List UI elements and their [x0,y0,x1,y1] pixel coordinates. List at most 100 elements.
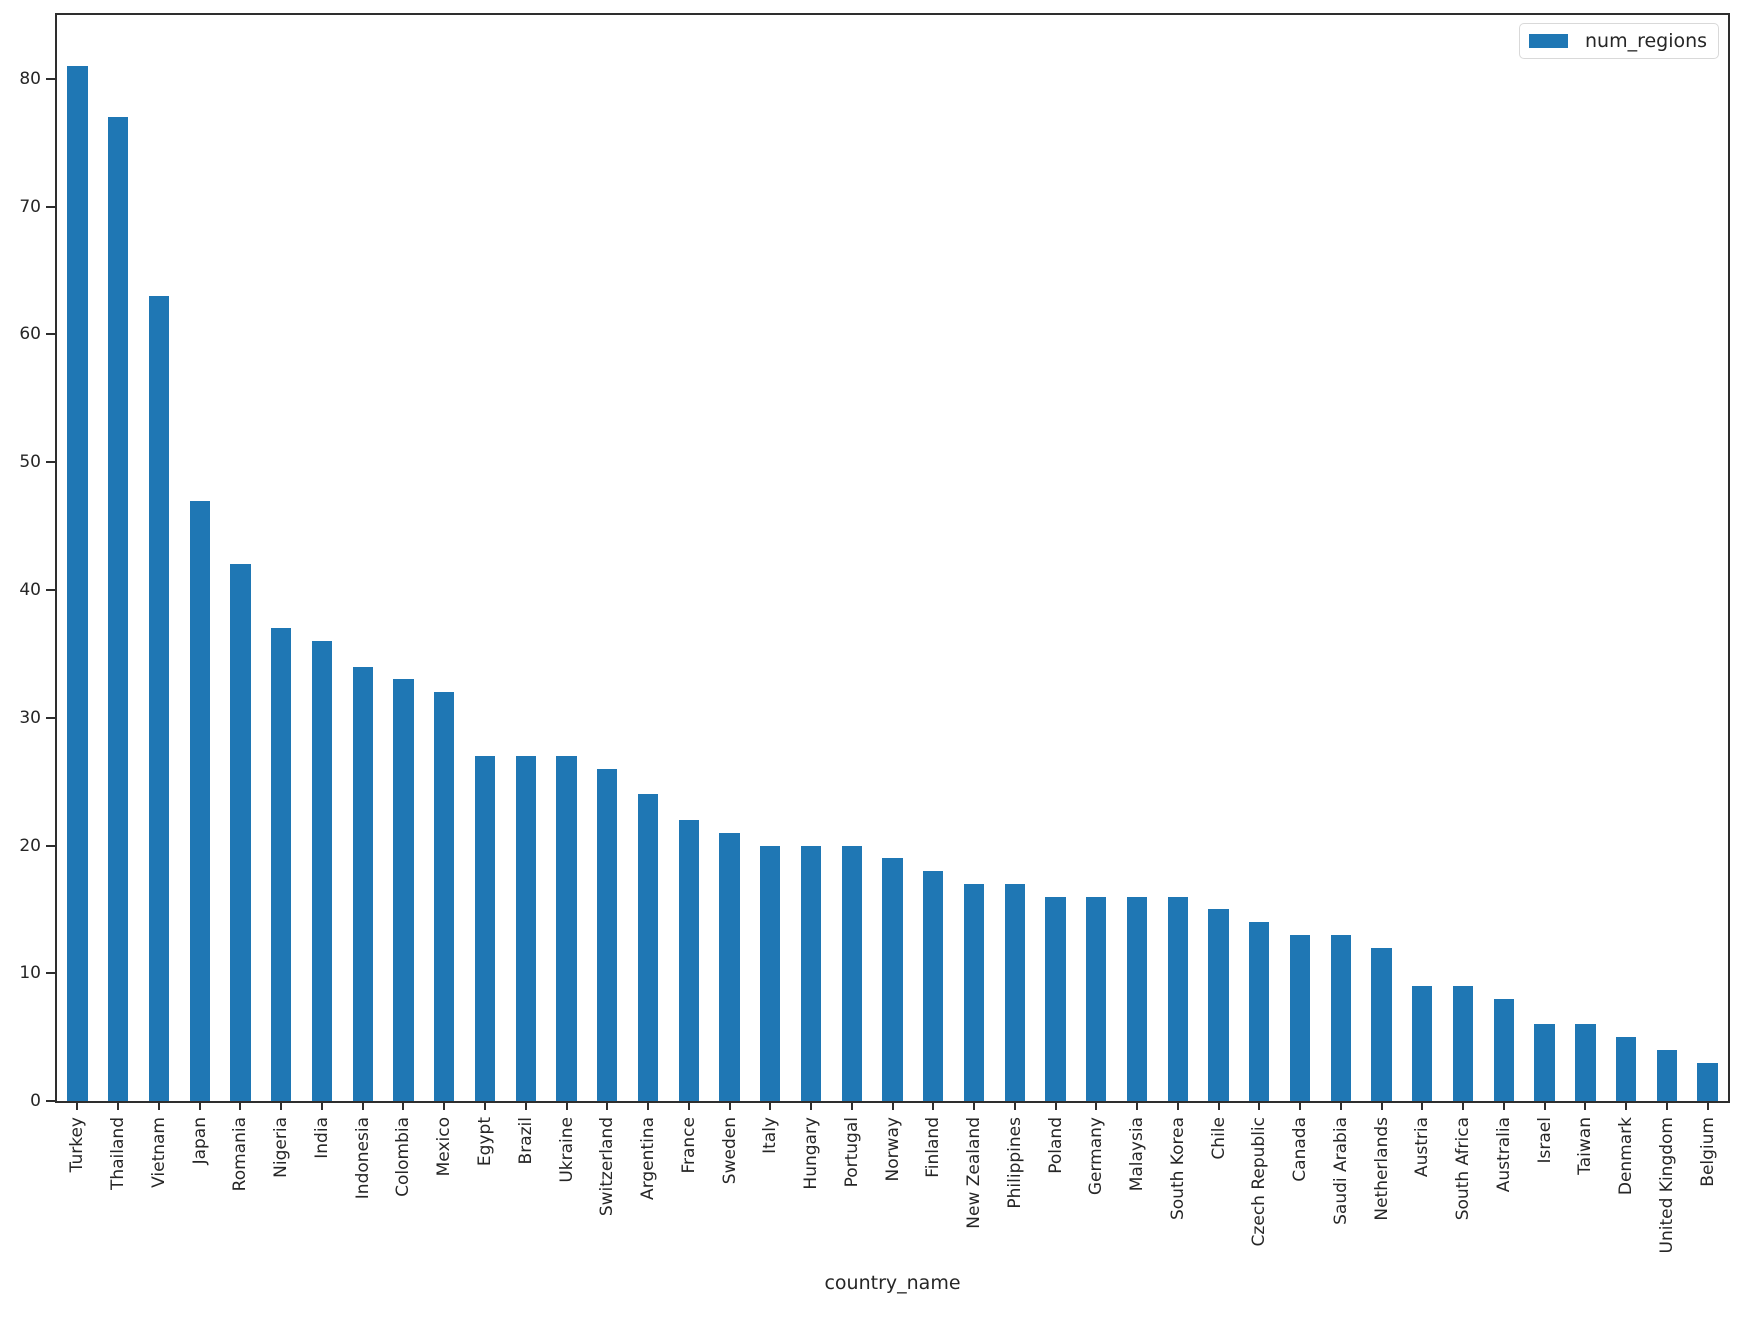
bar-new-zealand [963,883,985,1101]
x-tick-mark [1176,1101,1179,1110]
x-tick-mark [1013,1101,1016,1110]
bar-romania [230,564,251,1101]
bar-egypt [474,756,496,1101]
x-tick-label-australia: Australia [1493,1117,1514,1193]
x-tick-mark [198,1101,201,1110]
x-tick-mark [1339,1101,1342,1110]
x-tick-label-portugal: Portugal [841,1117,862,1188]
x-tick-label-indonesia: Indonesia [352,1117,373,1200]
x-tick-label-nigeria: Nigeria [271,1117,292,1178]
x-tick-label-ukraine: Ukraine [556,1117,577,1183]
x-tick-mark [932,1101,935,1110]
y-tick-label-60: 60 [19,324,41,345]
x-tick-label-france: France [678,1117,699,1174]
bar-hungary [800,845,822,1101]
bar-germany [1086,896,1107,1101]
x-tick-mark [280,1101,283,1110]
x-tick-label-italy: Italy [760,1117,781,1154]
bar-netherlands [1371,947,1392,1101]
y-tick-mark [46,461,55,464]
legend-label: num_regions [1585,30,1708,52]
bar-finland [923,871,944,1101]
x-tick-mark [728,1101,731,1110]
y-tick-label-40: 40 [19,579,41,600]
x-tick-label-chile: Chile [1208,1117,1229,1160]
x-tick-mark [1095,1101,1098,1110]
x-tick-label-israel: Israel [1534,1117,1555,1164]
x-tick-mark [1380,1101,1383,1110]
y-tick-label-20: 20 [19,835,41,856]
y-tick-mark [46,972,55,975]
y-tick-label-30: 30 [19,707,41,728]
bar-philippines [1004,883,1025,1101]
x-tick-label-new-zealand: New Zealand [964,1117,984,1229]
x-tick-label-netherlands: Netherlands [1371,1117,1392,1221]
bar-colombia [393,679,414,1101]
bar-denmark [1615,1037,1637,1101]
x-tick-label-belgium: Belgium [1697,1117,1718,1187]
x-tick-label-taiwan: Taiwan [1575,1117,1596,1175]
bar-saudi-arabia [1330,934,1351,1101]
x-tick-mark [687,1101,690,1110]
bar-south-korea [1167,896,1188,1101]
bar-vietnam [148,296,170,1101]
y-tick-label-10: 10 [19,963,41,984]
x-tick-mark [157,1101,160,1110]
bar-united-kingdom [1656,1049,1678,1101]
bar-argentina [637,794,659,1101]
x-tick-label-vietnam: Vietnam [148,1117,169,1188]
bar-brazil [515,756,536,1101]
y-tick-mark [46,1100,55,1102]
bar-india [311,641,333,1101]
bar-poland [1045,896,1066,1101]
x-tick-mark [1258,1101,1261,1110]
x-tick-label-norway: Norway [882,1117,903,1182]
y-tick-mark [46,205,55,208]
x-tick-label-denmark: Denmark [1616,1117,1637,1196]
legend-swatch-icon [1529,34,1568,48]
x-tick-label-philippines: Philippines [1004,1117,1025,1209]
x-tick-mark [850,1101,853,1110]
bar-taiwan [1575,1024,1596,1101]
x-tick-label-malaysia: Malaysia [1127,1117,1147,1192]
x-tick-mark [1136,1101,1138,1110]
x-tick-mark [361,1101,364,1110]
bar-malaysia [1126,896,1148,1101]
x-tick-mark [606,1101,609,1110]
x-tick-label-egypt: Egypt [474,1117,495,1167]
bar-czech-republic [1249,922,1270,1101]
x-tick-mark [443,1101,446,1110]
x-tick-mark [565,1101,568,1110]
x-tick-label-turkey: Turkey [67,1117,88,1173]
x-tick-mark [76,1101,79,1110]
x-tick-mark [1665,1101,1668,1110]
x-tick-mark [402,1101,405,1110]
bar-thailand [107,117,129,1101]
y-tick-mark [46,716,55,719]
x-tick-mark [1299,1101,1302,1110]
x-tick-mark [1543,1101,1546,1110]
bar-nigeria [271,628,292,1101]
plot-area [55,13,1730,1103]
x-tick-mark [973,1101,975,1110]
bar-belgium [1697,1062,1718,1101]
y-tick-mark [46,588,55,591]
bar-portugal [841,845,862,1101]
x-tick-label-united-kingdom: United Kingdom [1656,1117,1677,1254]
x-tick-label-germany: Germany [1086,1117,1107,1196]
x-tick-mark [1502,1101,1505,1110]
x-tick-mark [1217,1101,1220,1110]
bar-sweden [719,832,740,1101]
bar-ukraine [556,756,577,1101]
x-tick-label-mexico: Mexico [434,1117,455,1177]
x-tick-label-japan: Japan [189,1117,210,1165]
x-tick-label-brazil: Brazil [515,1117,536,1165]
x-tick-mark [1625,1101,1628,1110]
x-tick-label-saudi-arabia: Saudi Arabia [1330,1117,1351,1225]
x-tick-label-sweden: Sweden [719,1117,740,1185]
bar-austria [1412,986,1433,1101]
x-tick-mark [239,1101,242,1110]
x-tick-label-austria: Austria [1412,1117,1433,1178]
bar-australia [1493,998,1515,1101]
